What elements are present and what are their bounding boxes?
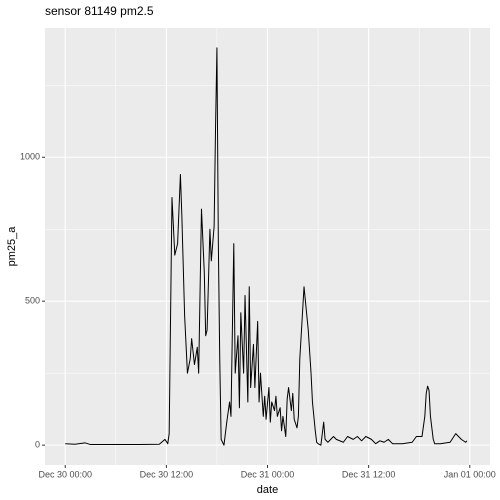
x-tick-label: Dec 30 00:00 — [38, 469, 92, 479]
x-tick-label: Dec 31 12:00 — [342, 469, 396, 479]
data-line — [65, 47, 468, 446]
y-tick-label: 0 — [35, 440, 40, 450]
chart-title: sensor 81149 pm2.5 — [45, 4, 154, 18]
x-axis-label: date — [257, 484, 278, 496]
x-tick-label: Dec 30 12:00 — [140, 469, 194, 479]
x-tick-label: Dec 31 00:00 — [241, 469, 295, 479]
y-axis-label: pm25_a — [6, 226, 18, 267]
x-tick-label: Jan 01 00:00 — [444, 469, 496, 479]
y-tick-label: 500 — [25, 296, 40, 306]
y-tick-label: 1000 — [20, 152, 40, 162]
